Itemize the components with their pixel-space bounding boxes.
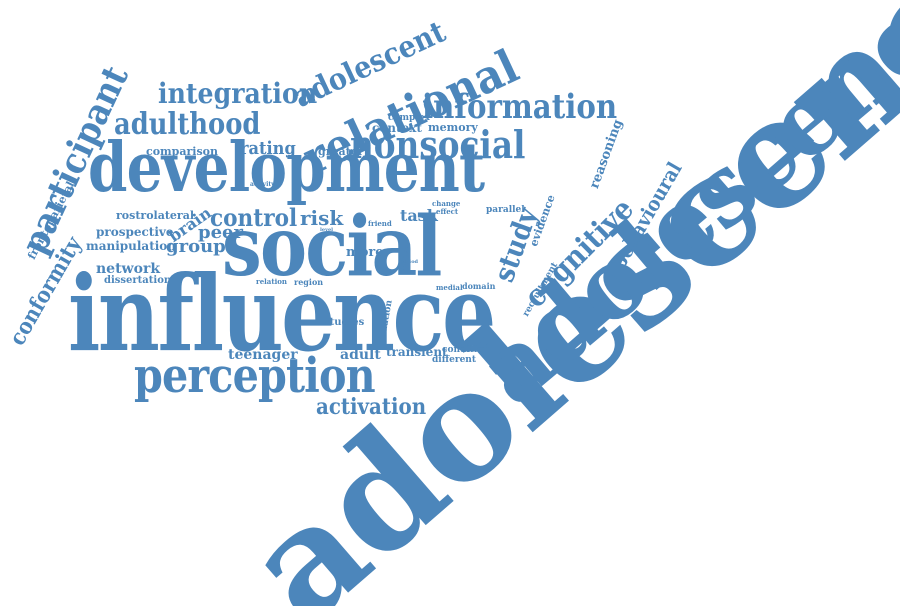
word-studies: studies: [324, 317, 365, 328]
word-memory: memory: [428, 121, 478, 134]
word-network: network: [96, 261, 161, 277]
word-parallel: parallel: [486, 205, 525, 215]
word-influence: influence: [68, 252, 496, 375]
word-rating: rating: [240, 138, 296, 159]
word-manipulation: manipulation: [86, 239, 177, 253]
word-adulthood: adulthood: [114, 107, 261, 142]
word-task: task: [400, 206, 438, 225]
word-domain: domain: [462, 281, 496, 291]
word-friend: friend: [368, 219, 392, 228]
word-transient: transient: [386, 345, 448, 359]
word-perception: perception: [134, 348, 376, 404]
word-greater: greater: [318, 145, 364, 158]
word-development: development: [88, 128, 485, 208]
word-region: region: [294, 277, 324, 287]
word-activation: activation: [316, 394, 427, 420]
word-complex: complex: [388, 113, 430, 123]
word-comparison: comparison: [146, 145, 218, 158]
word-rostrolateral: rostrolateral: [116, 209, 195, 222]
word-integration: integration: [158, 77, 318, 110]
word-medial: medial: [436, 283, 463, 292]
word-peer: peer: [198, 222, 243, 243]
word-prospective: prospective: [96, 225, 174, 239]
word-condition: condition: [442, 345, 490, 355]
word-risk: risk: [300, 206, 344, 230]
word-level: level: [320, 227, 334, 233]
word-effect: effect: [436, 207, 459, 216]
word-period: period: [400, 259, 419, 265]
word-relation: relation: [256, 277, 287, 286]
word-nonsocial: nonsocial: [350, 122, 526, 167]
word-different: different: [432, 355, 476, 365]
word-information: information: [422, 87, 618, 127]
word-teenager: teenager: [228, 347, 298, 363]
word-activity: activity: [250, 181, 275, 188]
word-social: social: [222, 199, 442, 295]
word-adult: adult: [340, 347, 381, 363]
word-context: context: [372, 121, 422, 135]
word-dissertation: dissertation: [104, 275, 172, 286]
word-control: control: [210, 203, 298, 232]
word-group: group: [166, 236, 226, 257]
word-more: more: [346, 245, 384, 260]
word-change: change: [432, 199, 461, 208]
